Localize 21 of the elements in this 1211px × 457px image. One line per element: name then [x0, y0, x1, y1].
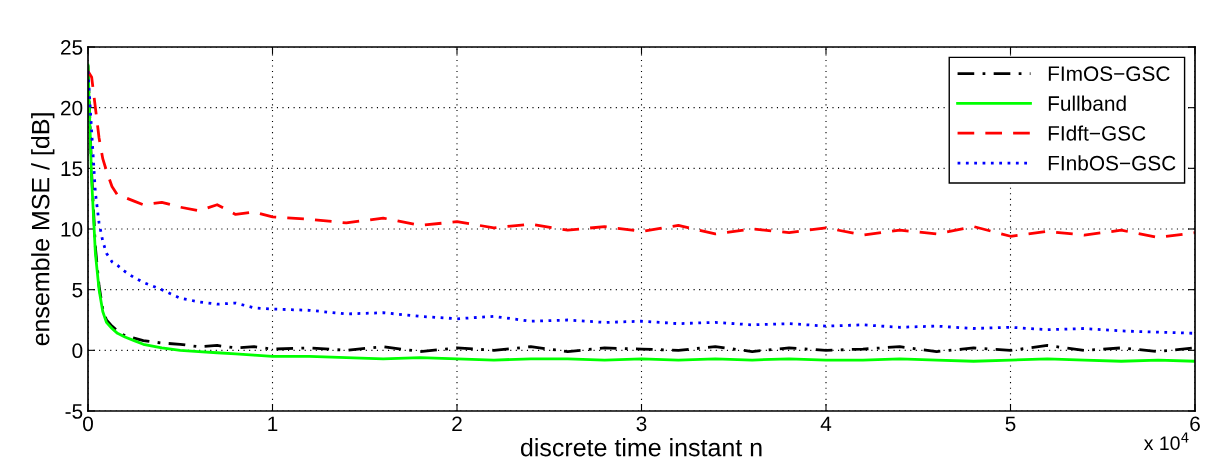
x-tick-label: 3 [636, 416, 647, 432]
text: x 10$^{4}$ [1143, 432, 1189, 451]
x-tick-label: 0 [83, 416, 93, 432]
x-tick-label: 2 [452, 416, 462, 431]
y-tick-label: 10 [61, 222, 83, 237]
y-tick-label: 15 [61, 161, 83, 177]
x-axis-title: discrete time instant n [520, 438, 762, 457]
legend-label: FImOS−GSC [1048, 66, 1170, 82]
x-tick-label: 6 [1190, 416, 1200, 432]
y-tick-label: 0 [72, 343, 83, 359]
x-tick-label: 5 [1005, 416, 1016, 432]
legend-label: FIdft−GSC [1048, 125, 1146, 141]
legend-label: FInbOS−GSC [1048, 155, 1176, 171]
y-tick-label: 5 [72, 282, 83, 298]
x-tick-label: 1 [268, 416, 278, 431]
y-tick-label: -5 [65, 404, 83, 419]
y-tick-label: 20 [61, 100, 83, 116]
y-tick-label: 25 [61, 40, 83, 55]
x-tick-label: 4 [820, 416, 832, 431]
legend-label: Fullband [1048, 95, 1126, 111]
y-axis-title: ensemble MSE / [dB] [31, 113, 55, 346]
